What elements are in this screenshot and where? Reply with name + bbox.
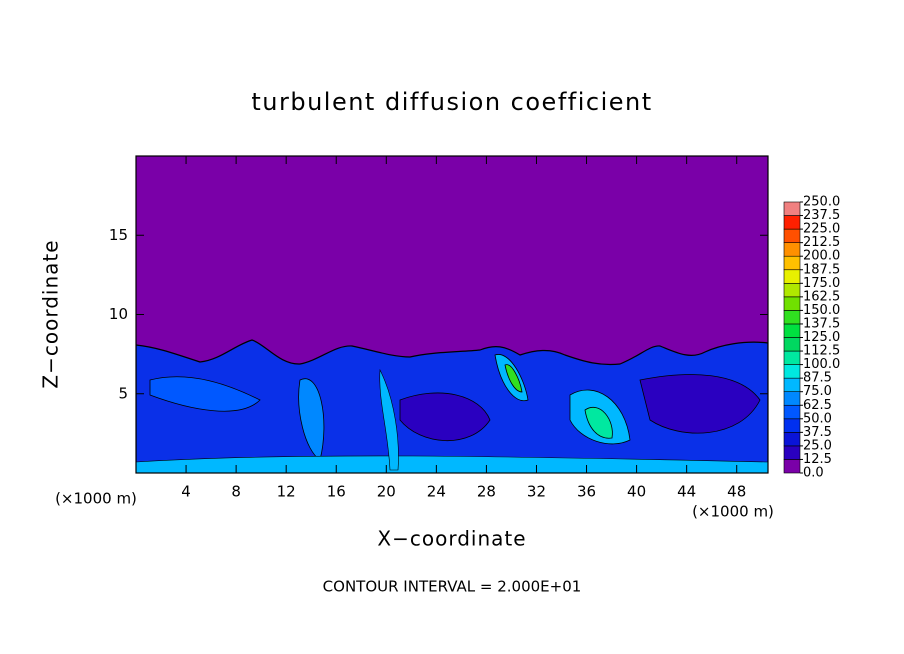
colorbar-segment [783,404,801,420]
eddy [639,374,761,434]
colorbar-label: 62.5 [803,398,832,413]
y-axis-title: Z−coordinate [39,239,63,388]
colorbar-label: 112.5 [803,344,840,359]
x-tick-label: 40 [627,483,646,501]
x-tick-label: 20 [377,483,396,501]
y-tick-label: 5 [118,384,128,402]
colorbar-label: 250.0 [803,195,840,210]
eddy [149,376,261,412]
colorbar-label: 12.5 [803,452,832,467]
x-tick-label: 24 [427,483,446,501]
colorbar-segment [783,215,801,230]
colorbar-label: 75.0 [803,384,832,399]
x-tick-label: 8 [231,483,241,501]
colorbar-label: 137.5 [803,316,840,331]
eddy [136,455,768,473]
colorbar-label: 200.0 [803,249,840,264]
colorbar-label: 150.0 [803,303,840,318]
eddy [504,364,523,393]
colorbar-label: 162.5 [803,289,840,304]
colorbar-segment [783,377,801,392]
colorbar-label: 37.5 [803,425,832,440]
colorbar-segment [783,269,801,284]
x-tick-label: 12 [277,483,296,501]
colorbar-segment [783,255,801,271]
colorbar-segment [783,228,801,243]
y-tick-label: 10 [109,305,128,323]
colorbar-segment [783,459,801,474]
colorbar-segment [783,364,801,379]
x-unit-left: (×1000 m) [55,490,137,508]
colorbar-label: 25.0 [803,438,832,453]
chart-title: turbulent diffusion coefficient [251,88,652,116]
eddy [399,392,491,442]
x-tick-label: 36 [577,483,596,501]
x-tick-label: 44 [677,483,696,501]
colorbar-label: 50.0 [803,411,832,426]
colorbar-label: 237.5 [803,208,840,223]
contour-note: CONTOUR INTERVAL = 2.000E+01 [323,578,582,596]
colorbar-label: 87.5 [803,371,832,386]
x-tick-label: 28 [477,483,496,501]
eddy [379,368,399,471]
colorbar-label: 0.0 [803,466,824,481]
colorbar-segment [783,418,801,433]
x-tick-label: 32 [527,483,546,501]
colorbar-segment [783,350,801,365]
colorbar-label: 187.5 [803,262,840,277]
colorbar-segment [783,282,801,298]
eddy [584,407,613,439]
x-tick-label: 4 [181,483,191,501]
x-unit-right: (×1000 m) [692,503,774,521]
y-tick-label: 15 [109,226,128,244]
colorbar-segment [783,201,801,216]
colorbar-segment [783,310,801,325]
field [136,156,768,473]
colorbar-label: 175.0 [803,276,840,291]
colorbar-segment [783,323,801,338]
colorbar-label: 212.5 [803,235,840,250]
colorbar-segment [783,337,801,352]
x-axis-title: X−coordinate [377,527,526,551]
colorbar-segment [783,445,801,460]
x-tick-label: 48 [727,483,746,501]
colorbar-segment [783,391,801,406]
colorbar-segment [783,242,801,257]
colorbar-label: 100.0 [803,357,840,372]
x-tick-label: 16 [327,483,346,501]
colorbar-segment [783,296,801,311]
colorbar-segment [783,432,801,447]
colorbar-label: 225.0 [803,222,840,237]
colorbar-label: 125.0 [803,330,840,345]
